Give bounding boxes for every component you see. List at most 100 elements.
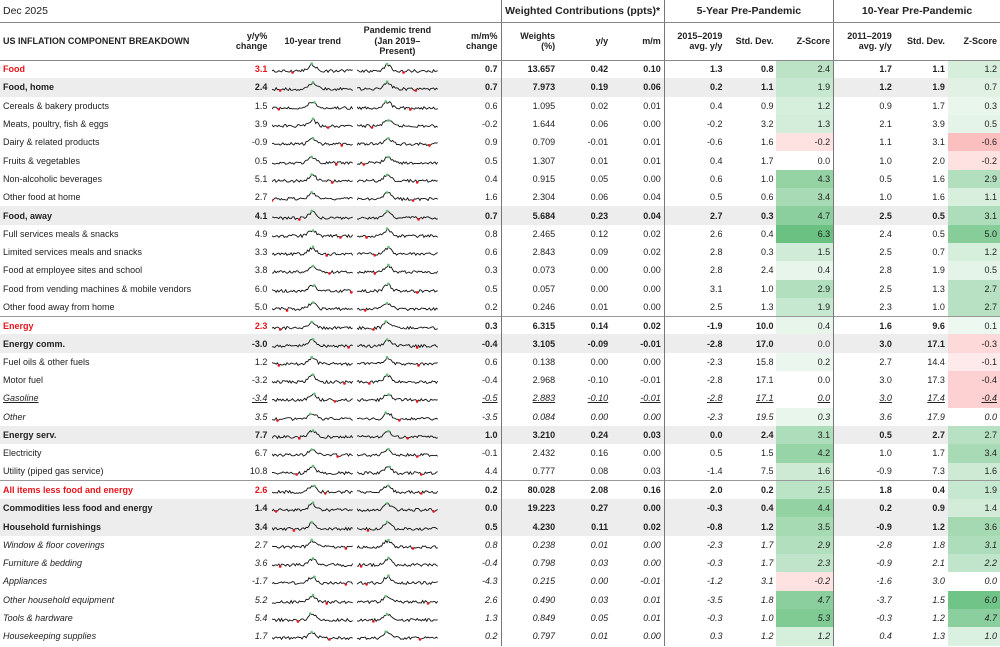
std-10y: 1.1 xyxy=(894,59,948,79)
component-name: Food xyxy=(0,59,213,79)
weight: 0.138 xyxy=(500,352,559,372)
trend-pandemic-sparkline xyxy=(355,480,440,500)
sparkline-min-marker xyxy=(414,89,418,93)
avg-5y: -1.9 xyxy=(663,315,726,335)
trend-pandemic-sparkline xyxy=(355,225,440,243)
sparkline-min-marker xyxy=(339,235,343,239)
sparkline-max-marker xyxy=(312,137,315,140)
weight: 2.432 xyxy=(500,444,559,463)
weight: 0.490 xyxy=(500,590,559,609)
avg-5y: 0.2 xyxy=(663,78,726,97)
trend-pandemic-sparkline xyxy=(355,627,440,645)
trend-pandemic-sparkline xyxy=(355,389,440,407)
sparkline-min-marker xyxy=(328,638,332,642)
zscore-10y: 1.6 xyxy=(947,462,1000,481)
std-10y: 2.7 xyxy=(894,425,948,445)
zscore-10y: 3.6 xyxy=(947,517,1000,536)
contrib-yy: 0.09 xyxy=(590,247,609,258)
component-name: Commodities less food and energy xyxy=(0,499,213,518)
trend-pandemic-sparkline xyxy=(355,536,440,554)
mm-change: -0.4 xyxy=(439,334,502,353)
zscore-5y: 3.4 xyxy=(776,188,834,207)
std-5y: 1.7 xyxy=(760,155,774,166)
avg-5y: -2.8 xyxy=(663,389,726,408)
yy-change: 3.4 xyxy=(212,517,271,536)
trend-10y-sparkline xyxy=(270,554,355,572)
col-contrib-yy: y/y xyxy=(558,22,612,61)
sparkline-min-marker xyxy=(420,492,423,495)
std-5y: 1.7 xyxy=(760,558,774,569)
contrib-yy: 0.19 xyxy=(558,78,612,97)
sparkline-max-marker xyxy=(310,520,314,524)
table-row: Commodities less food and energy 1.4 0.0 19… xyxy=(0,499,1000,518)
sparkline-min-marker xyxy=(426,601,430,605)
trend-10y-sparkline xyxy=(270,463,355,481)
sparkline-max-marker xyxy=(385,63,389,66)
sparkline-max-marker xyxy=(384,319,388,323)
sparkline-max-marker xyxy=(387,430,390,433)
weight: 3.105 xyxy=(500,334,559,353)
std-10y: 2.1 xyxy=(932,558,945,569)
sparkline xyxy=(272,429,354,440)
avg-10y: 1.0 xyxy=(833,188,895,207)
avg-5y: 0.4 xyxy=(663,151,726,170)
mm-change: 0.2 xyxy=(439,480,502,500)
trend-pandemic-sparkline xyxy=(355,609,440,627)
zscore-10y: -0.6 xyxy=(947,133,1000,152)
sparkline xyxy=(272,174,354,183)
sparkline-max-marker xyxy=(384,594,388,598)
zscore-10y: 0.3 xyxy=(947,96,1000,115)
contrib-yy: 0.14 xyxy=(558,315,612,335)
sparkline-max-marker xyxy=(387,393,390,397)
sparkline-min-marker xyxy=(279,327,282,331)
avg-10y: -0.9 xyxy=(833,517,895,536)
zscore-10y: 2.2 xyxy=(947,554,1000,573)
std-10y: 0.5 xyxy=(894,206,948,225)
sparkline-min-marker xyxy=(336,455,340,459)
std-5y: 1.0 xyxy=(760,613,774,624)
sparkline xyxy=(272,502,354,513)
sparkline-max-marker xyxy=(310,320,314,323)
std-5y: 0.4 xyxy=(760,228,774,239)
std-5y: 1.7 xyxy=(760,539,774,550)
avg-5y: 1.3 xyxy=(663,59,726,79)
std-10y: 0.9 xyxy=(894,499,948,518)
component-name: Cereals & bakery products xyxy=(3,100,110,111)
avg-5y: 0.3 xyxy=(663,627,726,646)
weight: 6.315 xyxy=(500,315,559,335)
sparkline-min-marker xyxy=(327,126,330,129)
avg-10y: -0.3 xyxy=(833,608,895,628)
sparkline-min-marker xyxy=(415,400,419,404)
weight: 7.973 xyxy=(500,78,559,97)
sparkline-max-marker xyxy=(387,538,390,542)
component-name: Food, away xyxy=(0,206,213,225)
avg-10y: 1.0 xyxy=(833,444,895,463)
table-row: Limited services meals and snacks 3.3 0.6 2… xyxy=(0,242,1000,262)
sparkline-min-marker xyxy=(324,492,328,495)
contrib-mm: 0.02 xyxy=(611,517,665,536)
avg-10y: 2.5 xyxy=(833,206,895,225)
component-name: Electricity xyxy=(3,448,42,459)
trend-pandemic-sparkline xyxy=(355,59,440,79)
sparkline-max-marker xyxy=(313,283,317,287)
yy-change: 2.3 xyxy=(212,315,271,335)
sparkline xyxy=(272,63,354,74)
mm-change: 1.0 xyxy=(439,425,502,445)
zscore-10y: 5.0 xyxy=(947,224,1000,243)
trend-10y-sparkline xyxy=(270,480,356,500)
yy-change: 1.7 xyxy=(254,631,268,642)
std-5y: 17.1 xyxy=(755,393,774,404)
mm-change: -3.5 xyxy=(482,411,498,422)
sparkline-max-marker xyxy=(310,355,314,359)
mm-change: 0.6 xyxy=(485,100,498,111)
zscore-10y: 0.0 xyxy=(984,576,997,587)
sparkline xyxy=(357,320,438,330)
sparkline-min-marker xyxy=(366,528,370,532)
std-10y: 1.8 xyxy=(932,539,945,550)
five-year-title: 5-Year Pre-Pandemic xyxy=(663,0,834,23)
component-name: Food, home xyxy=(0,78,213,97)
zscore-10y: 1.0 xyxy=(947,627,1000,646)
zscore-10y: 2.7 xyxy=(947,425,1000,445)
sparkline-max-marker xyxy=(385,502,389,505)
